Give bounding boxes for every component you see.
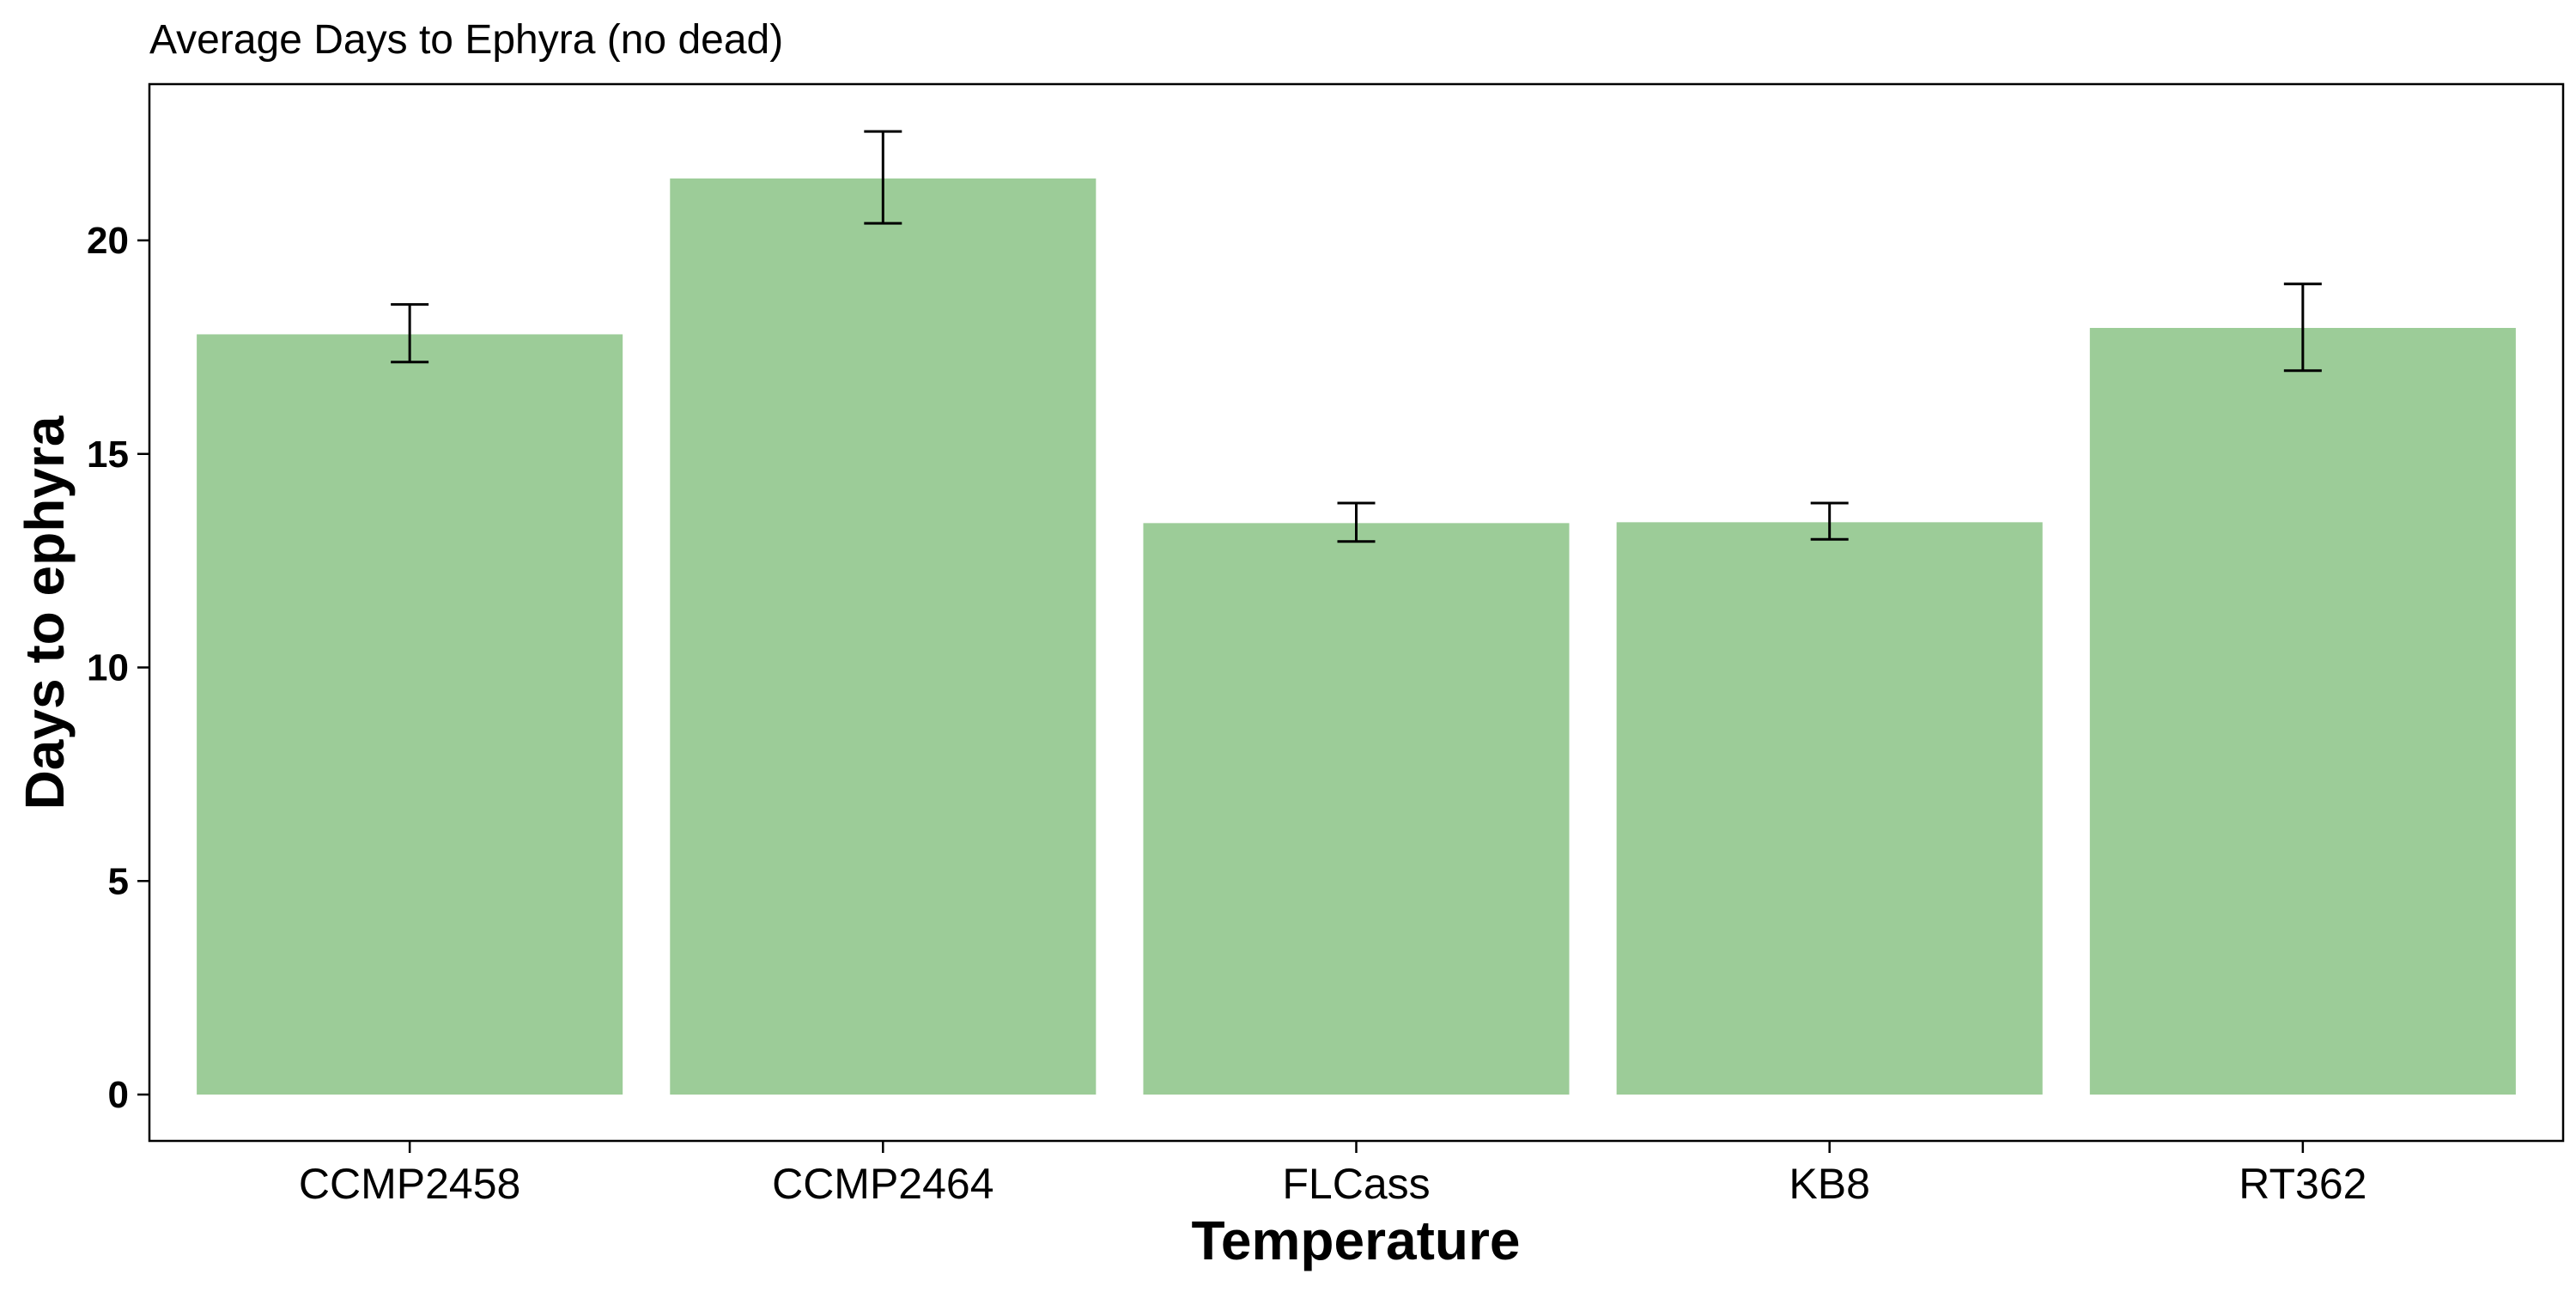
y-tick-label: 15 [87,434,129,476]
x-tick-label: CCMP2458 [299,1160,520,1208]
x-axis: CCMP2458 CCMP2464 FLCass KB8 RT362 [299,1141,2366,1208]
error-bars-layer [391,130,2322,543]
chart-title: Average Days to Ephyra (no dead) [149,17,783,63]
y-axis: 0 5 10 15 20 [87,220,149,1116]
y-axis-title: Days to ephyra [14,416,76,810]
x-tick-label: FLCass [1282,1160,1430,1208]
y-tick-label: 20 [87,220,129,262]
error-bar-rt362 [2283,282,2322,373]
error-bar-kb8 [1810,501,1849,541]
x-tick-label: RT362 [2239,1160,2366,1208]
y-tick-label: 0 [108,1074,129,1116]
x-axis-title: Temperature [1192,1210,1521,1271]
error-bar-ccmp2464 [864,130,902,225]
x-tick-label: KB8 [1789,1160,1870,1208]
bars-layer [197,178,2516,1095]
error-bar-ccmp2458 [391,303,429,364]
bar-ccmp2458 [197,334,623,1095]
bar-kb8 [1616,522,2043,1095]
bar-rt362 [2089,327,2516,1095]
error-bar-flcass [1337,501,1376,543]
y-tick-label: 10 [87,647,129,689]
x-tick-label: CCMP2464 [772,1160,993,1208]
y-tick-label: 5 [108,860,129,902]
bar-flcass [1143,523,1570,1095]
bar-ccmp2464 [670,178,1097,1095]
